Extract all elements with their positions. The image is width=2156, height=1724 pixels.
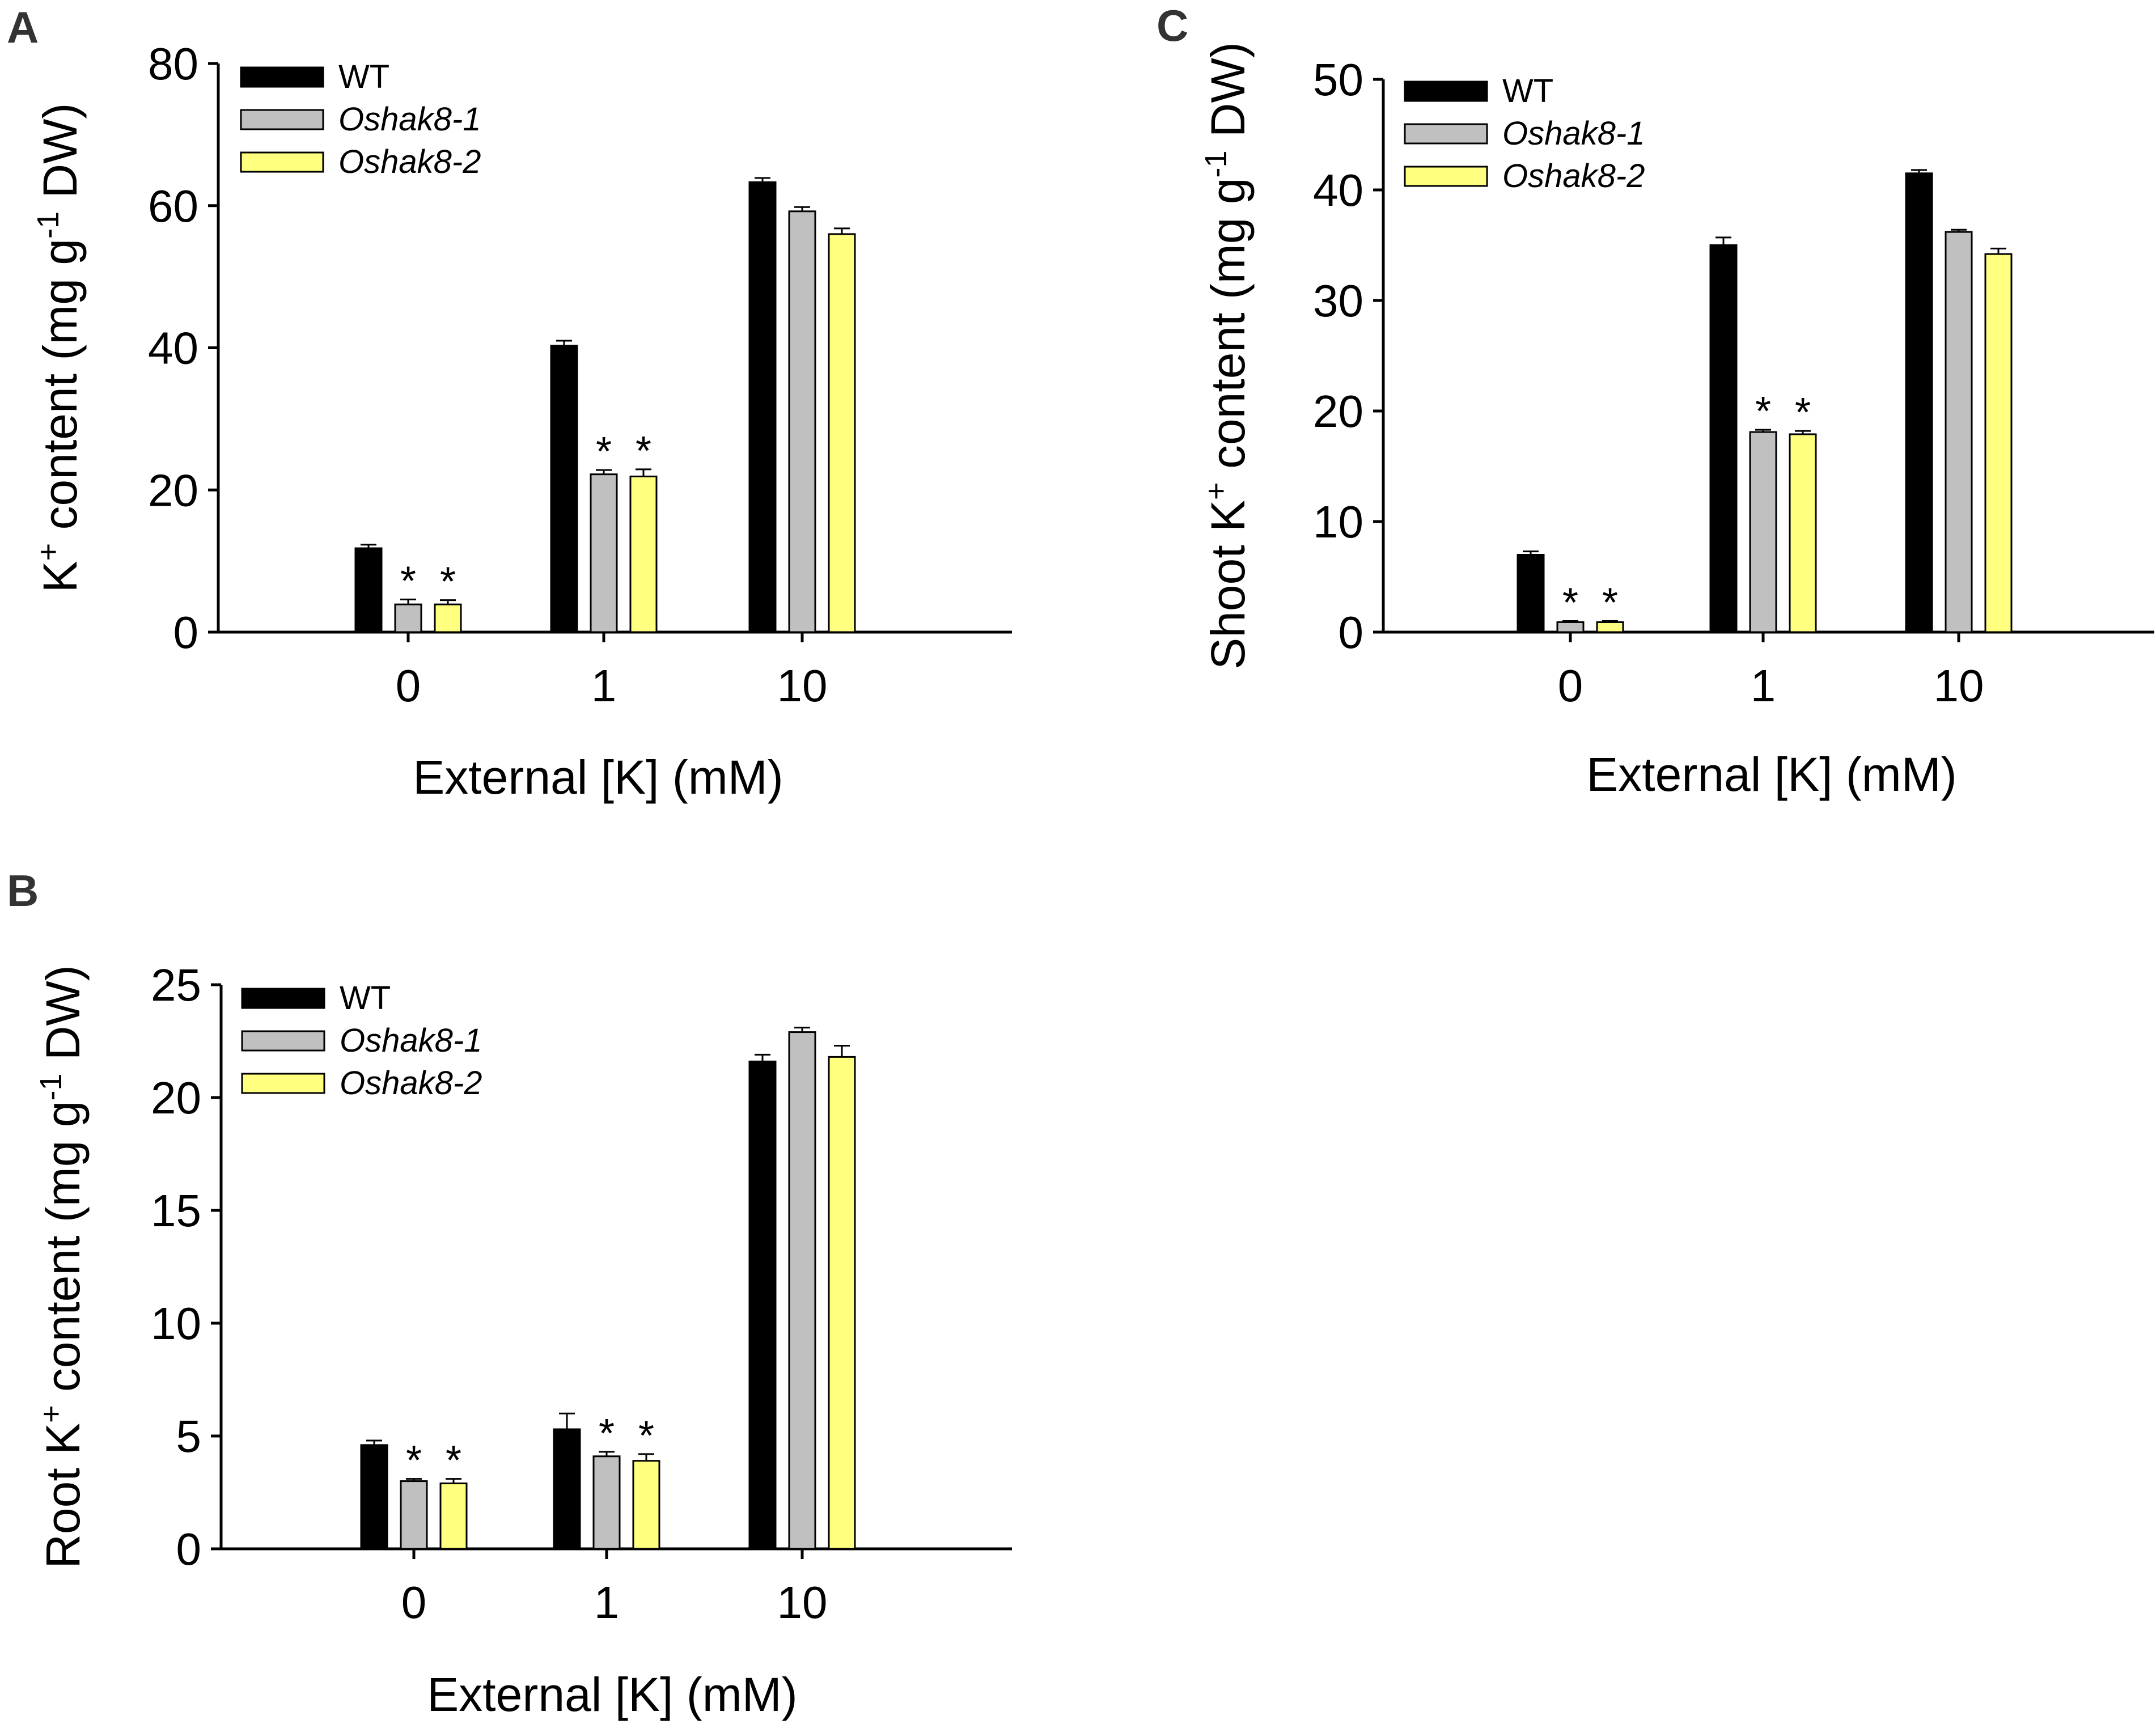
x-axis-title: External [K] (mM) — [413, 751, 783, 804]
x-axis-title: External [K] (mM) — [427, 1668, 797, 1721]
x-axis-title: External [K] (mM) — [1586, 748, 1956, 801]
y-tick-label: 30 — [1313, 276, 1363, 326]
panel-label: A — [7, 2, 39, 52]
panel-label: C — [1157, 1, 1188, 50]
y-tick-label: 40 — [1313, 165, 1363, 215]
y-tick-label: 50 — [1313, 54, 1363, 105]
x-tick-label: 1 — [1751, 660, 1776, 711]
bar-wt-10 — [748, 181, 777, 633]
y-tick-label: 20 — [1313, 386, 1363, 437]
significance-asterisk: * — [440, 560, 456, 605]
bar-oshak8-2-10 — [828, 1056, 856, 1550]
y-tick-label: 60 — [148, 181, 198, 231]
bar-wt-1 — [553, 1428, 581, 1550]
bar-oshak8-1-10 — [788, 1031, 816, 1550]
panel-label: B — [7, 866, 39, 916]
chart-panel-c: C 0 10 20 30 40 50 0 1 10 * * * * WT Oshak8-1 Oshak8-2 Ex… — [1157, 1, 2154, 801]
significance-asterisk: * — [1795, 390, 1811, 435]
y-tick-label: 0 — [176, 1524, 202, 1574]
bar-oshak8-1-1 — [590, 473, 618, 633]
legend-label-oshak8-1: Oshak8-1 — [338, 101, 481, 138]
y-tick-label: 20 — [148, 465, 198, 515]
legend-swatch-oshak8-1 — [240, 109, 324, 130]
bar-wt-10 — [748, 1060, 777, 1550]
bar-oshak8-1-0 — [394, 603, 422, 633]
legend-label-oshak8-2: Oshak8-2 — [338, 143, 481, 180]
legend-swatch-oshak8-2 — [1404, 166, 1488, 187]
bar-oshak8-1-10 — [1945, 231, 1973, 633]
legend-swatch-oshak8-1 — [1404, 123, 1488, 145]
bar-wt-10 — [1905, 172, 1933, 633]
bar-wt-0 — [1517, 554, 1545, 633]
significance-asterisk: * — [400, 558, 416, 604]
significance-asterisk: * — [1755, 389, 1771, 434]
y-tick-label: 40 — [148, 323, 198, 374]
legend-swatch-wt — [1404, 81, 1488, 102]
legend-label-wt: WT — [338, 58, 389, 95]
bar-wt-0 — [360, 1444, 388, 1550]
significance-asterisk: * — [596, 429, 612, 475]
x-tick-label: 0 — [396, 660, 421, 711]
legend-swatch-wt — [241, 988, 325, 1009]
significance-asterisk: * — [636, 429, 651, 474]
legend-label-wt: WT — [1502, 73, 1553, 109]
significance-asterisk: * — [1602, 581, 1618, 626]
y-tick-label: 5 — [176, 1411, 202, 1462]
bar-oshak8-2-10 — [1984, 253, 2013, 633]
x-tick-label: 1 — [591, 660, 617, 711]
significance-asterisk: * — [638, 1413, 654, 1459]
bar-oshak8-2-1 — [632, 1460, 660, 1550]
bar-oshak8-2-0 — [439, 1482, 468, 1550]
x-tick-label: 10 — [777, 660, 828, 711]
bar-oshak8-2-1 — [1789, 433, 1817, 633]
y-tick-label: 10 — [1313, 497, 1363, 547]
chart-panel-b: B 0 5 10 15 20 25 0 1 10 * * * * WT Oshak8-1 Oshak8-2 Ext… — [7, 866, 1012, 1721]
bar-oshak8-1-0 — [400, 1480, 428, 1550]
y-tick-label: 80 — [148, 39, 198, 89]
legend-label-oshak8-2: Oshak8-2 — [340, 1065, 482, 1102]
chart-panel-a: A 0 20 40 60 80 0 1 10 * * * * WT Oshak8-1 Oshak8-2 Exte… — [7, 2, 1012, 804]
bar-wt-0 — [354, 547, 383, 633]
bar-oshak8-2-10 — [828, 233, 856, 633]
legend-swatch-oshak8-2 — [240, 151, 324, 173]
bar-oshak8-1-10 — [788, 210, 816, 633]
y-tick-label: 10 — [151, 1298, 201, 1349]
legend-swatch-oshak8-1 — [241, 1030, 325, 1052]
x-tick-label: 10 — [1934, 660, 1984, 711]
x-tick-label: 0 — [401, 1577, 427, 1628]
significance-asterisk: * — [446, 1438, 461, 1484]
x-tick-label: 0 — [1558, 660, 1583, 711]
significance-asterisk: * — [599, 1411, 615, 1456]
y-tick-label: 0 — [173, 607, 199, 658]
y-tick-label: 15 — [151, 1185, 201, 1236]
bar-wt-1 — [1709, 244, 1738, 633]
bar-oshak8-1-1 — [1749, 431, 1777, 633]
y-axis-title: Root K+ content (mg g-1 DW) — [34, 965, 90, 1569]
y-tick-label: 0 — [1339, 607, 1364, 658]
significance-asterisk: * — [1562, 581, 1578, 626]
x-tick-label: 1 — [594, 1577, 620, 1628]
x-tick-label: 10 — [777, 1577, 828, 1628]
legend-label-oshak8-1: Oshak8-1 — [1502, 115, 1645, 152]
legend-label-wt: WT — [340, 980, 391, 1016]
bar-oshak8-2-1 — [629, 475, 658, 633]
bar-wt-1 — [550, 345, 578, 633]
significance-asterisk: * — [406, 1438, 422, 1484]
y-tick-label: 25 — [151, 960, 201, 1010]
bar-oshak8-1-1 — [592, 1455, 621, 1550]
legend-swatch-oshak8-2 — [241, 1073, 325, 1094]
legend-label-oshak8-1: Oshak8-1 — [340, 1022, 482, 1059]
bar-oshak8-2-0 — [434, 603, 462, 633]
legend-label-oshak8-2: Oshak8-2 — [1502, 158, 1645, 194]
y-axis-title: K+ content (mg g-1 DW) — [31, 103, 87, 593]
y-axis-title: Shoot K+ content (mg g-1 DW) — [1199, 42, 1255, 670]
legend-swatch-wt — [240, 66, 324, 88]
y-tick-label: 20 — [151, 1073, 201, 1123]
